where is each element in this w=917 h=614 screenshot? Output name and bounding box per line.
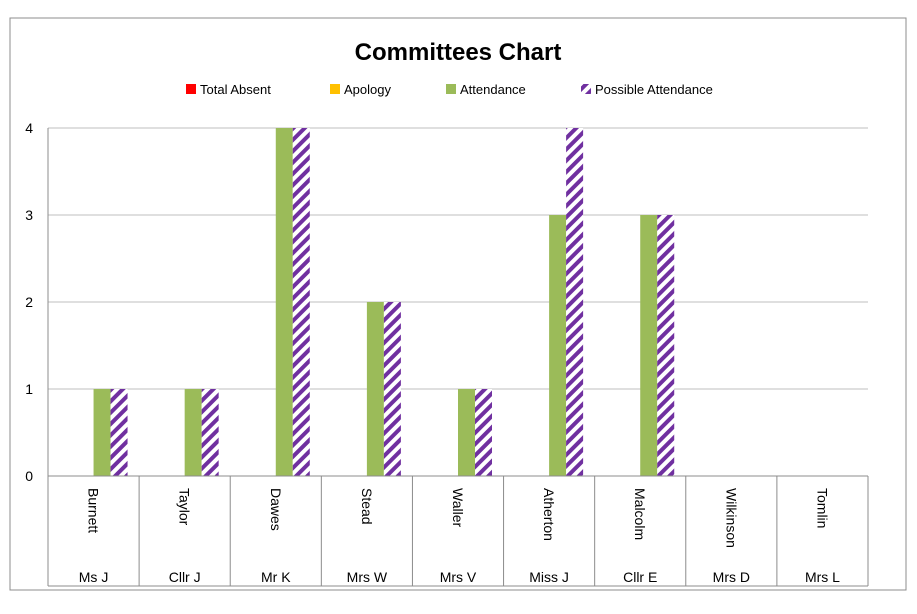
- category-surname-dawes: Dawes: [268, 488, 284, 531]
- legend-swatch-attendance: [446, 84, 456, 94]
- bar-possible-attendance-dawes: [292, 128, 310, 476]
- bar-attendance-malcolm: [640, 215, 658, 476]
- y-tick-label: 3: [25, 207, 33, 223]
- category-surname-stead: Stead: [359, 488, 375, 525]
- category-title-waller: Mrs V: [440, 569, 477, 585]
- legend-label-total-absent: Total Absent: [200, 82, 271, 97]
- bar-attendance-burnett: [93, 389, 111, 476]
- bar-possible-attendance-atherton: [566, 128, 584, 476]
- category-surname-burnett: Burnett: [86, 488, 102, 533]
- chart-title: Committees Chart: [355, 39, 562, 66]
- bar-possible-attendance-stead: [383, 302, 401, 476]
- category-surname-waller: Waller: [450, 488, 466, 527]
- category-title-malcolm: Cllr E: [623, 569, 657, 585]
- x-axis-category-table: Burnett Ms J Taylor Cllr J Dawes Mr K Stead Mrs…: [47, 475, 869, 587]
- category-title-taylor: Cllr J: [169, 569, 201, 585]
- y-tick-label: 4: [25, 120, 33, 136]
- category-title-atherton: Miss J: [529, 569, 569, 585]
- category-title-dawes: Mr K: [261, 569, 291, 585]
- bar-possible-attendance-malcolm: [657, 215, 675, 476]
- y-axis-tick-labels: 0 1 2 3 4: [25, 120, 33, 484]
- bar-attendance-taylor: [184, 389, 202, 476]
- bar-attendance-waller: [458, 389, 475, 476]
- bar-possible-attendance-burnett: [110, 389, 128, 476]
- y-tick-label: 1: [25, 381, 33, 397]
- bar-attendance-atherton: [549, 215, 567, 476]
- category-surname-malcolm: Malcolm: [632, 488, 648, 540]
- category-surname-atherton: Atherton: [541, 488, 557, 541]
- legend-swatch-apology: [330, 84, 340, 94]
- category-title-burnett: Ms J: [79, 569, 109, 585]
- legend-label-attendance: Attendance: [460, 82, 526, 97]
- bar-attendance-dawes: [275, 128, 293, 476]
- bars: [93, 128, 675, 476]
- category-surname-wilkinson: Wilkinson: [723, 488, 739, 548]
- bar-attendance-stead: [366, 302, 384, 476]
- chart-border: [9, 17, 907, 591]
- category-title-stead: Mrs W: [347, 569, 388, 585]
- bar-possible-attendance-taylor: [201, 389, 219, 476]
- y-tick-label: 2: [25, 294, 33, 310]
- category-surname-taylor: Taylor: [177, 488, 193, 526]
- legend-label-apology: Apology: [344, 82, 391, 97]
- y-tick-label: 0: [25, 468, 33, 484]
- chart-legend: Total Absent Apology Attendance Possible At…: [186, 82, 713, 97]
- category-title-tomlin: Mrs L: [805, 569, 840, 585]
- category-title-wilkinson: Mrs D: [713, 569, 750, 585]
- legend-swatch-possible-attendance: [581, 84, 591, 94]
- legend-label-possible-attendance: Possible Attendance: [595, 82, 713, 97]
- category-surname-tomlin: Tomlin: [814, 488, 830, 528]
- legend-swatch-total-absent: [186, 84, 196, 94]
- bar-possible-attendance-waller: [475, 389, 492, 476]
